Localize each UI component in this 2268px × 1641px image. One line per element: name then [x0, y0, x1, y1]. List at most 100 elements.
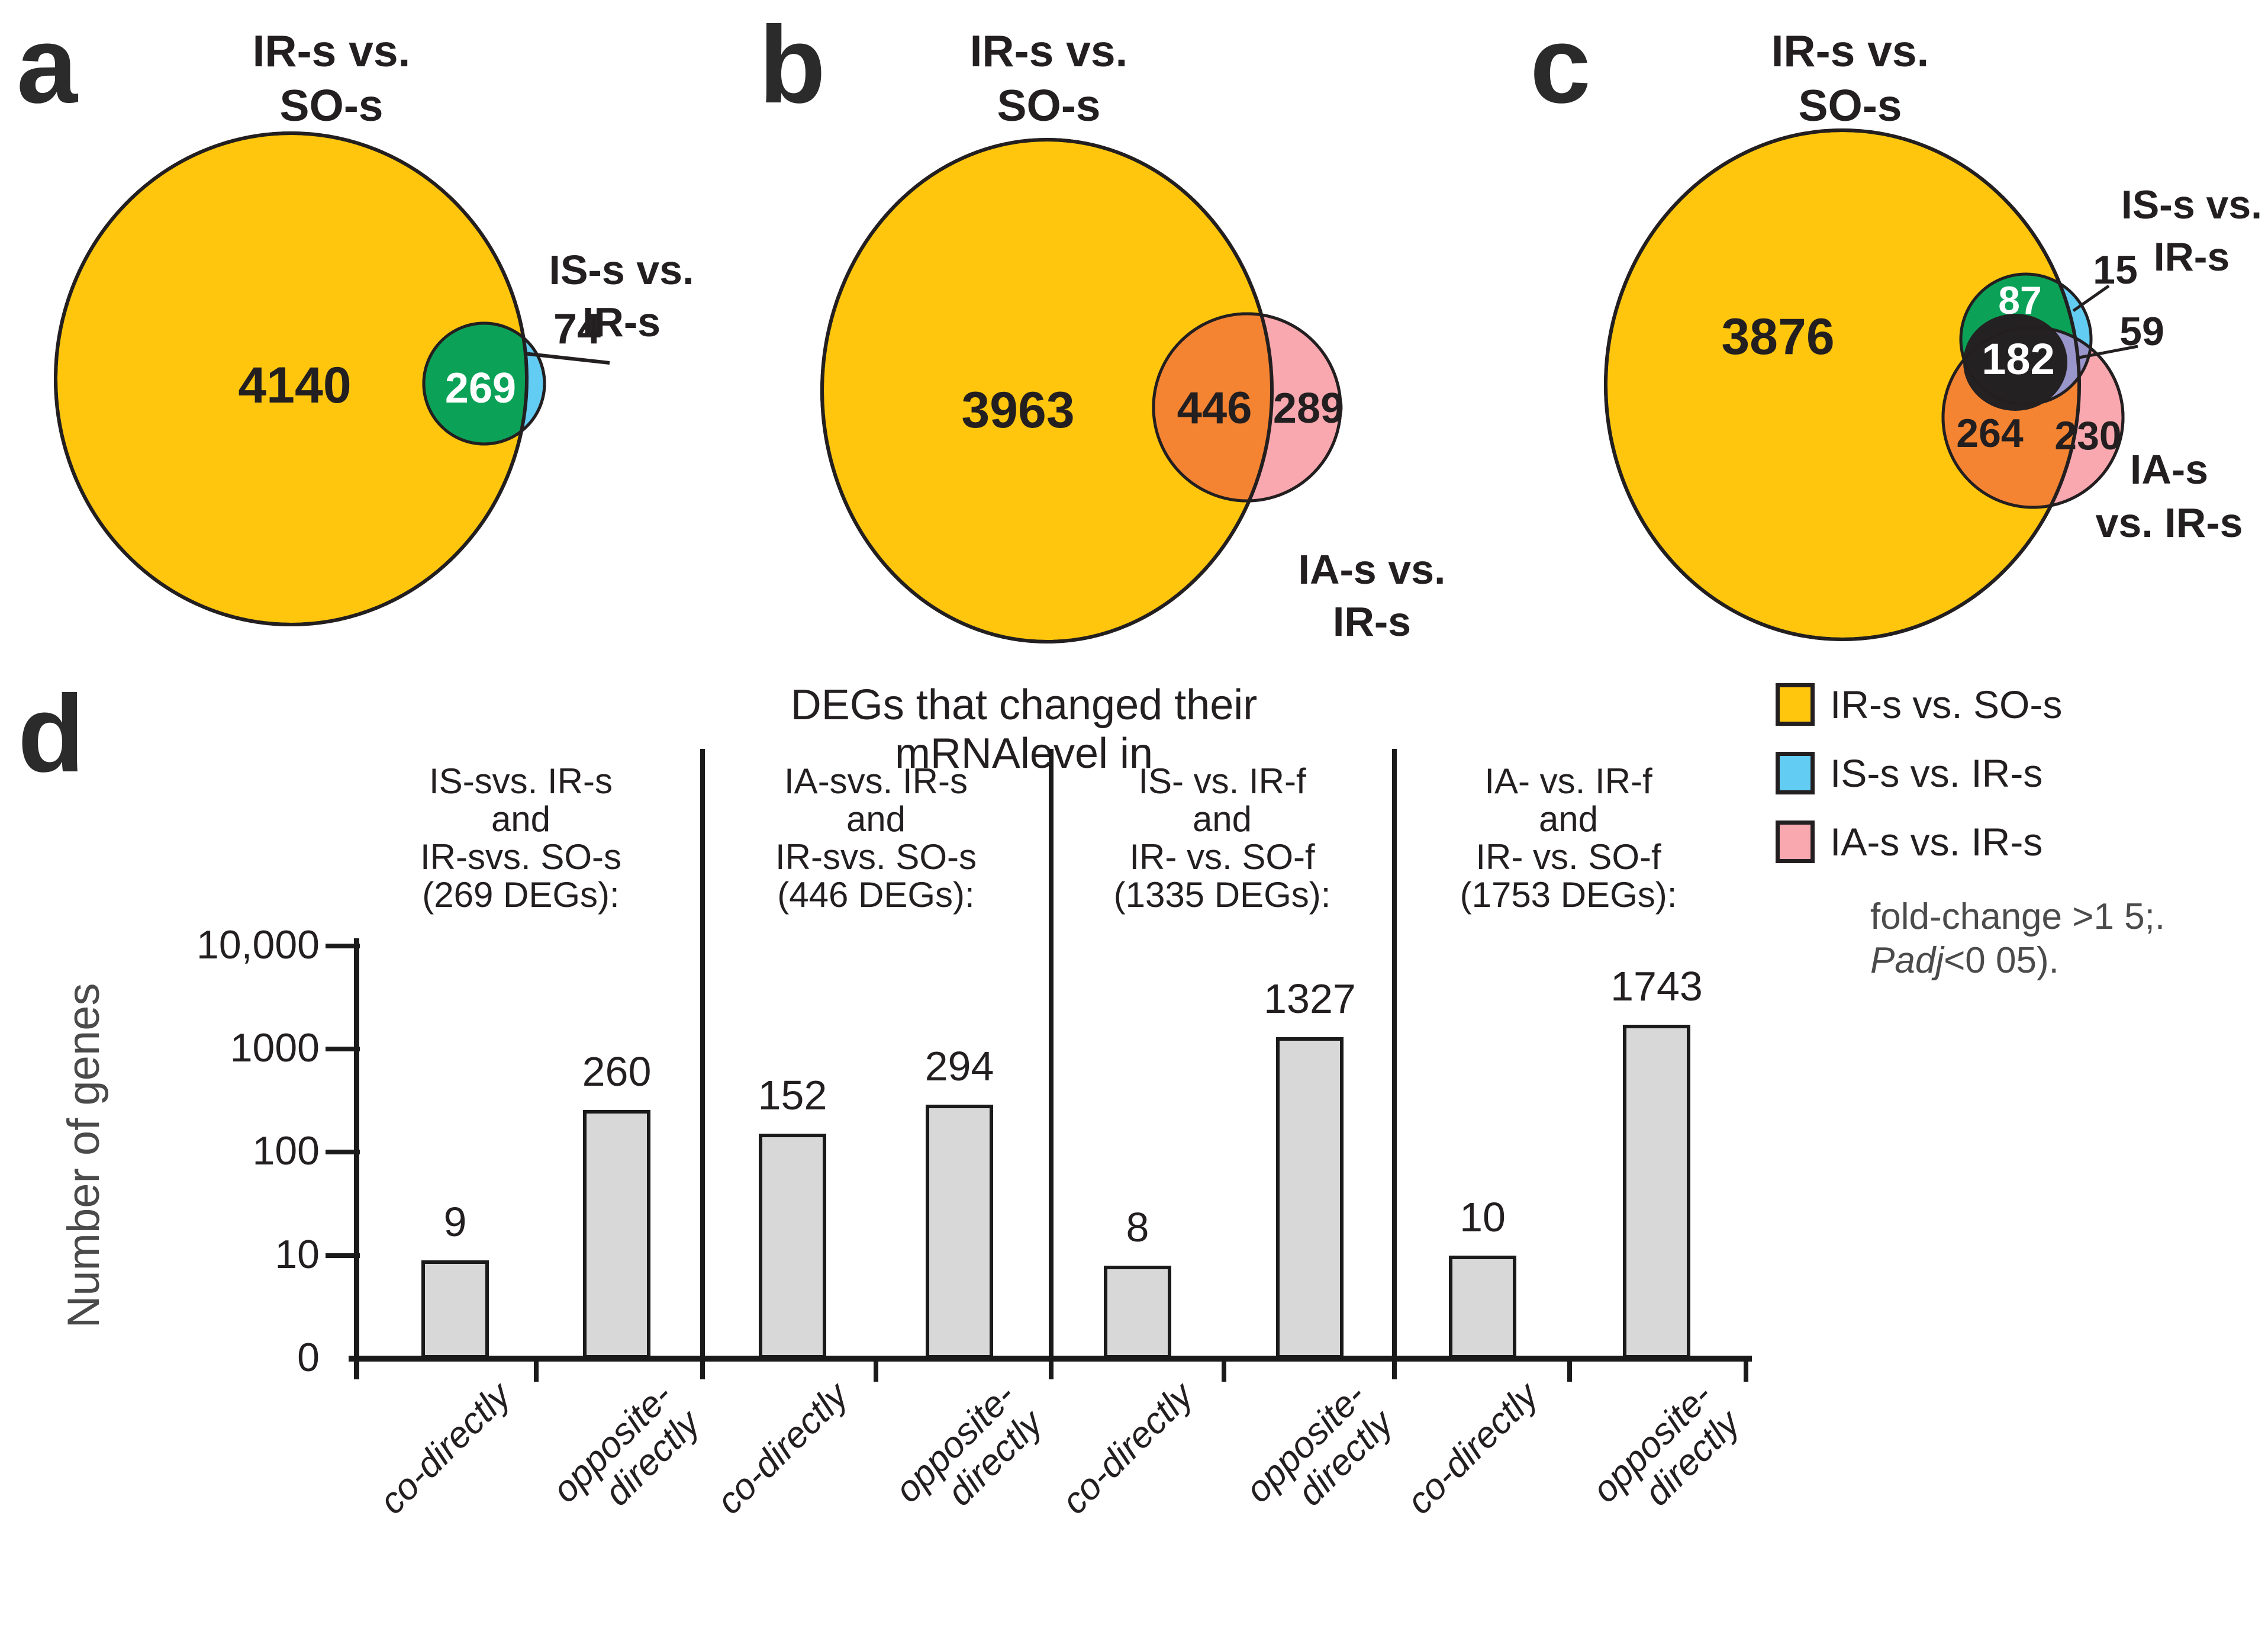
legend-note-foldchange: fold-change >1 5;. [1870, 896, 2166, 937]
venn-c-set3-title-line2: vs. IR-s [2095, 500, 2243, 546]
venn-c-count-set3-only: 230 [2054, 413, 2122, 458]
venn-diagrams-canvas [54, 128, 2138, 643]
group-header-1: IS-svs. IR-s and IR-svs. SO-s (269 DEGs)… [355, 762, 687, 914]
group-separator-2 [1049, 749, 1054, 1379]
group4-line1: IA- vs. IR-f [1484, 761, 1652, 801]
legend-item-ia-ir: IA-s vs. IR-s [1776, 819, 2043, 864]
legend-item-is-ir: IS-s vs. IR-s [1776, 751, 2043, 796]
legend-label-ir-so: IR-s vs. SO-s [1830, 683, 2063, 726]
y-tick-100 [326, 1150, 360, 1154]
panel-b-letter: b [759, 4, 826, 126]
venn-a-count-overlap: 269 [444, 365, 517, 412]
venn-a-set1-title-line1: IR-s vs. [252, 26, 411, 76]
x-tick-4 [1567, 1362, 1572, 1382]
panel-a-letter: a [17, 4, 78, 126]
group2-line4: (446 DEGs): [777, 875, 975, 915]
legend-note-padj-italic: Padj [1870, 940, 1944, 981]
bar-value-8: 1743 [1610, 963, 1703, 1009]
group4-line2: and [1538, 799, 1599, 839]
legend-swatch-pink [1776, 820, 1815, 863]
bar-codirectly-g3 [1104, 1266, 1171, 1359]
y-tick-label-0: 0 [297, 1335, 320, 1380]
venn-c-set1-title: IR-s vs. SO-s [1702, 24, 1998, 133]
bar-value-5: 8 [1126, 1204, 1149, 1250]
bar-oppositedirectly-g3 [1276, 1037, 1344, 1359]
bar-value-6: 1327 [1264, 976, 1356, 1022]
venn-a-set1-title: IR-s vs. SO-s [183, 24, 479, 133]
group2-line3: IR-svs. SO-s [775, 837, 977, 877]
x-tick-2 [874, 1362, 878, 1382]
bar-oppositedirectly-g1 [583, 1110, 650, 1359]
venn-a-shapes [54, 131, 610, 626]
venn-a-set2-title-line2: IR-s [582, 299, 661, 345]
venn-c-count-s1-s3: 264 [1956, 411, 2024, 456]
legend-swatch-cyan [1776, 752, 1815, 794]
venn-c-shapes [1604, 128, 2138, 641]
legend-note-padj-rest: <0 05). [1944, 940, 2059, 981]
x-tick-1 [534, 1362, 539, 1382]
y-tick-1000 [326, 1047, 360, 1051]
venn-b-set1-title-line2: SO-s [997, 81, 1101, 130]
venn-a-set2-title: IS-s vs. IR-s [521, 244, 722, 348]
venn-b-set1-title: IR-s vs. SO-s [901, 24, 1197, 133]
group3-line2: and [1192, 799, 1252, 839]
y-axis-line [354, 938, 359, 1379]
x-tick-5 [1744, 1362, 1748, 1382]
group-separator-3 [1392, 749, 1397, 1379]
y-tick-label-100: 100 [252, 1128, 320, 1173]
bar-oppositedirectly-g4 [1623, 1025, 1690, 1359]
group4-line3: IR- vs. SO-f [1476, 837, 1661, 877]
x-axis-line [349, 1356, 1752, 1362]
bar-value-7: 10 [1460, 1194, 1506, 1240]
panel-c-letter: c [1530, 4, 1591, 126]
group1-line2: and [491, 799, 551, 839]
venn-b-shapes [820, 138, 1342, 643]
venn-b-count-set2-only: 289 [1272, 385, 1345, 432]
venn-b-set1-title-line1: IR-s vs. [969, 26, 1128, 76]
venn-c-count-set1-only: 3876 [1721, 308, 1835, 365]
leader-line-59 [2079, 345, 2138, 359]
legend-swatch-yellow [1776, 683, 1815, 726]
group-header-2: IA-svs. IR-s and IR-svs. SO-s (446 DEGs)… [710, 762, 1042, 914]
y-tick-10000 [326, 944, 360, 948]
bar-value-3: 152 [758, 1072, 827, 1118]
y-tick-label-10: 10 [275, 1232, 320, 1277]
venn-c-set1-title-line2: SO-s [1798, 81, 1902, 130]
group2-line2: and [846, 799, 906, 839]
group3-line1: IS- vs. IR-f [1138, 761, 1306, 801]
venn-c-set2-title-line2: IR-s [2153, 234, 2230, 279]
legend-label-ia-ir: IA-s vs. IR-s [1830, 820, 2043, 864]
venn-c-set3-title: IA-s vs. IR-s [2069, 443, 2268, 549]
venn-a-set2-title-line1: IS-s vs. [549, 247, 694, 293]
bar-codirectly-g1 [421, 1260, 489, 1359]
venn-c-set3-title-line1: IA-s [2130, 446, 2209, 493]
legend-note-padj: Padj<0 05). [1870, 942, 2059, 979]
group4-line4: (1753 DEGs): [1460, 875, 1677, 915]
leader-line-74 [523, 352, 610, 365]
panel-d-letter: d [18, 673, 85, 795]
bar-oppositedirectly-g2 [926, 1105, 993, 1359]
x-tick-3 [1222, 1362, 1226, 1382]
leader-line-15 [2072, 284, 2110, 313]
group-header-3: IS- vs. IR-f and IR- vs. SO-f (1335 DEGs… [1056, 762, 1388, 914]
y-tick-label-10000: 10,000 [196, 922, 320, 967]
venn-a-set1-title-line2: SO-s [279, 81, 384, 130]
y-tick-10 [326, 1253, 360, 1258]
group-header-4: IA- vs. IR-f and IR- vs. SO-f (1753 DEGs… [1403, 762, 1734, 914]
bar-codirectly-g2 [759, 1134, 826, 1359]
bar-codirectly-g4 [1449, 1256, 1516, 1359]
venn-a-count-set1-only: 4140 [238, 357, 352, 414]
legend-item-ir-so: IR-s vs. SO-s [1776, 682, 2062, 727]
y-tick-label-1000: 1000 [230, 1025, 320, 1070]
group1-line1: IS-svs. IR-s [429, 761, 613, 801]
venn-b-count-overlap: 446 [1177, 383, 1252, 433]
venn-c-set2-title-line1: IS-s vs. [2121, 182, 2263, 227]
venn-c-set1-title-line1: IR-s vs. [1771, 26, 1929, 76]
group1-line4: (269 DEGs): [422, 875, 620, 915]
venn-b-set2-title-line1: IA-s vs. [1298, 546, 1446, 593]
bar-value-1: 9 [443, 1199, 467, 1245]
bar-value-4: 294 [924, 1043, 994, 1089]
venn-a-count-set2-only: 74 [553, 305, 601, 353]
venn-b-count-set1-only: 3963 [961, 382, 1075, 439]
venn-b-set2-title-line2: IR-s [1332, 599, 1412, 645]
